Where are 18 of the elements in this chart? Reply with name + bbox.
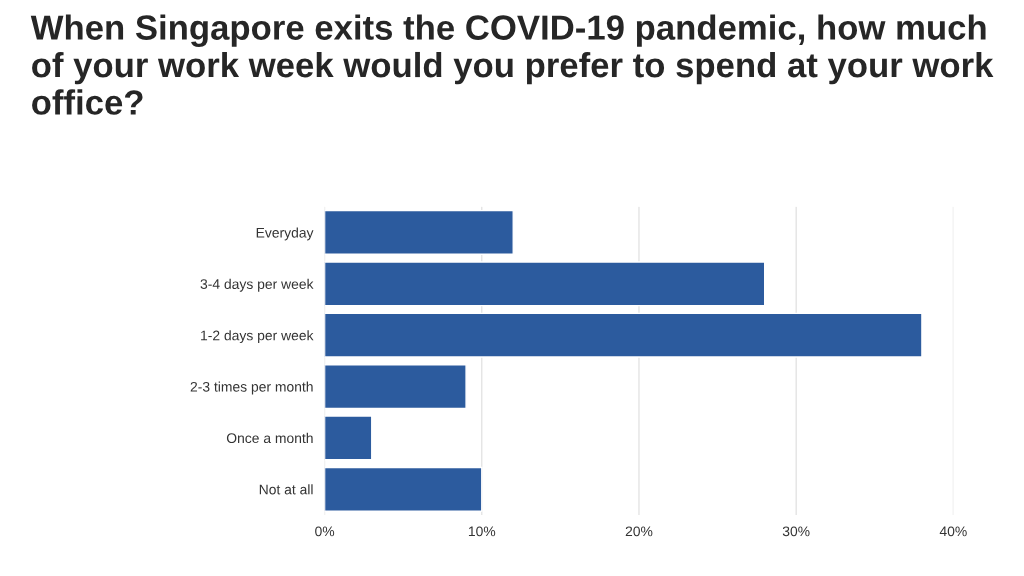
x-tick-label: 40% xyxy=(939,526,967,537)
bar xyxy=(324,466,483,512)
bar xyxy=(324,364,467,410)
bar xyxy=(324,312,923,358)
y-tick-label: 3-4 days per week xyxy=(200,278,314,292)
x-tick-label: 20% xyxy=(625,526,653,537)
x-tick-label: 10% xyxy=(468,526,496,537)
bar xyxy=(324,261,766,307)
x-tick-label: 0% xyxy=(315,526,335,537)
bar xyxy=(324,415,373,461)
y-tick-label: Once a month xyxy=(226,432,313,444)
y-tick-label: 2-3 times per month xyxy=(190,381,313,395)
chart-title: When Singapore exits the COVID-19 pandemic, how much of your work week would you prefer to spend at your work office? xyxy=(30,14,994,115)
x-tick-label: 30% xyxy=(782,526,810,537)
bar xyxy=(324,209,514,255)
y-tick-label: Not at all xyxy=(259,484,313,495)
y-tick-label: Everyday xyxy=(256,227,314,241)
y-tick-label: 1-2 days per week xyxy=(201,330,314,344)
